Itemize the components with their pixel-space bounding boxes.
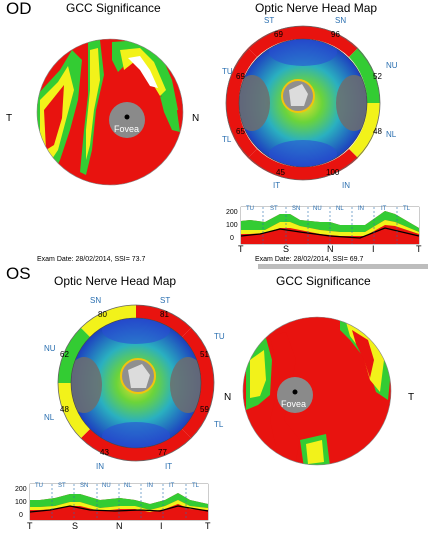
od-onh-sector-it: IT xyxy=(273,181,281,190)
od-chart-axis-t1: T xyxy=(238,244,244,254)
os-chart-sector-nl: NL xyxy=(124,483,132,489)
os-chart-axis-t2: T xyxy=(205,521,211,531)
od-chart-sector-st: ST xyxy=(270,206,278,212)
od-chart-axis-i: I xyxy=(372,244,375,254)
od-onh-sector-tl: TL xyxy=(222,135,232,144)
os-onh-value-nl: 48 xyxy=(60,405,69,414)
od-exam-left: Exam Date: 28/02/2014, SSI= 73.7 xyxy=(37,256,146,263)
od-gcc-side-right: N xyxy=(192,113,200,124)
od-eye-label: OD xyxy=(6,0,32,18)
od-chart-tick-100: 100 xyxy=(226,222,238,229)
os-chart-tick-0: 0 xyxy=(19,512,23,519)
os-chart-sector-sn: SN xyxy=(80,483,89,489)
os-chart-sector-it: IT xyxy=(169,483,175,489)
od-onh-value-st: 69 xyxy=(274,30,283,39)
os-onh-value-nu: 62 xyxy=(60,350,69,359)
od-chart-tick-0: 0 xyxy=(230,235,234,242)
od-chart-sector-nl: NL xyxy=(336,206,344,212)
os-chart-sector-in: IN xyxy=(147,483,153,489)
os-chart-sector-tu: TU xyxy=(35,483,43,489)
od-chart-sector-tl: TL xyxy=(403,206,411,212)
od-onh-sector-nl: NL xyxy=(386,130,397,139)
os-onh-sector-sn: SN xyxy=(90,296,102,305)
od-onh-value-in: 100 xyxy=(326,168,340,177)
od-chart-axis-s: S xyxy=(283,244,290,254)
os-gcc-fovea-label: Fovea xyxy=(281,399,307,409)
os-onh-value-tl: 59 xyxy=(200,405,209,414)
os-chart-axis-n: N xyxy=(116,521,123,531)
os-chart-axis-t1: T xyxy=(27,521,33,531)
os-chart-sector-st: ST xyxy=(58,483,66,489)
od-gcc-side-left: T xyxy=(6,113,13,124)
os-onh-value-tu: 51 xyxy=(200,350,209,359)
section-separator xyxy=(258,264,428,269)
os-onh-sector-st: ST xyxy=(160,296,171,305)
od-chart-sector-nu: NU xyxy=(313,206,322,212)
os-chart-tick-100: 100 xyxy=(15,499,27,506)
os-onh-value-it: 77 xyxy=(158,448,167,457)
od-onh-value-sn: 96 xyxy=(331,30,340,39)
os-onh-sector-in: IN xyxy=(96,462,104,471)
od-onh-value-it: 45 xyxy=(276,168,285,177)
od-onh-title: Optic Nerve Head Map xyxy=(255,1,378,15)
od-gcc-title: GCC Significance xyxy=(66,1,161,15)
os-onh-title: Optic Nerve Head Map xyxy=(54,274,177,288)
os-gcc-title: GCC Significance xyxy=(276,274,371,288)
od-chart-sector-in: IN xyxy=(358,206,364,212)
od-chart-sector-it: IT xyxy=(381,206,387,212)
os-chart-sector-nu: NU xyxy=(102,483,111,489)
os-chart-sector-tl: TL xyxy=(192,483,200,489)
os-onh-sector-tu: TU xyxy=(214,332,225,341)
os-onh-sector-nl: NL xyxy=(44,413,55,422)
od-exam-right: Exam Date: 28/02/2014, SSI= 69.7 xyxy=(255,256,364,263)
od-onh-sector-tu: TU xyxy=(222,67,233,76)
od-onh-value-nl: 48 xyxy=(373,127,382,136)
od-chart-sector-sn: SN xyxy=(292,206,301,212)
od-onh-sector-st: ST xyxy=(264,16,275,25)
od-gcc-fovea-disc xyxy=(109,102,145,138)
od-chart-sector-tu: TU xyxy=(246,206,254,212)
os-eye-label: OS xyxy=(6,264,31,283)
os-onh-value-st: 81 xyxy=(160,310,169,319)
od-onh-sector-in: IN xyxy=(342,181,350,190)
od-onh-value-nu: 52 xyxy=(373,72,382,81)
os-onh-sector-it: IT xyxy=(165,462,173,471)
od-gcc-fovea-label: Fovea xyxy=(114,124,140,134)
os-chart-tick-200: 200 xyxy=(15,486,27,493)
od-onh-sector-nu: NU xyxy=(386,61,398,70)
os-onh-side-right: N xyxy=(224,392,232,403)
os-onh-value-sn: 80 xyxy=(98,310,107,319)
os-onh-sector-nu: NU xyxy=(44,344,56,353)
od-chart-axis-n: N xyxy=(327,244,334,254)
os-chart-axis-s: S xyxy=(72,521,79,531)
os-gcc-side-right: T xyxy=(408,392,415,403)
os-gcc-fovea-disc xyxy=(277,377,313,413)
od-onh-value-tu: 69 xyxy=(236,72,245,81)
od-chart-tick-200: 200 xyxy=(226,209,238,216)
od-onh-sector-sn: SN xyxy=(335,16,347,25)
os-onh-sector-tl: TL xyxy=(214,420,224,429)
od-onh-value-tl: 65 xyxy=(236,127,245,136)
os-chart-axis-i: I xyxy=(160,521,163,531)
od-chart-axis-t2: T xyxy=(416,244,422,254)
os-onh-value-in: 43 xyxy=(100,448,109,457)
